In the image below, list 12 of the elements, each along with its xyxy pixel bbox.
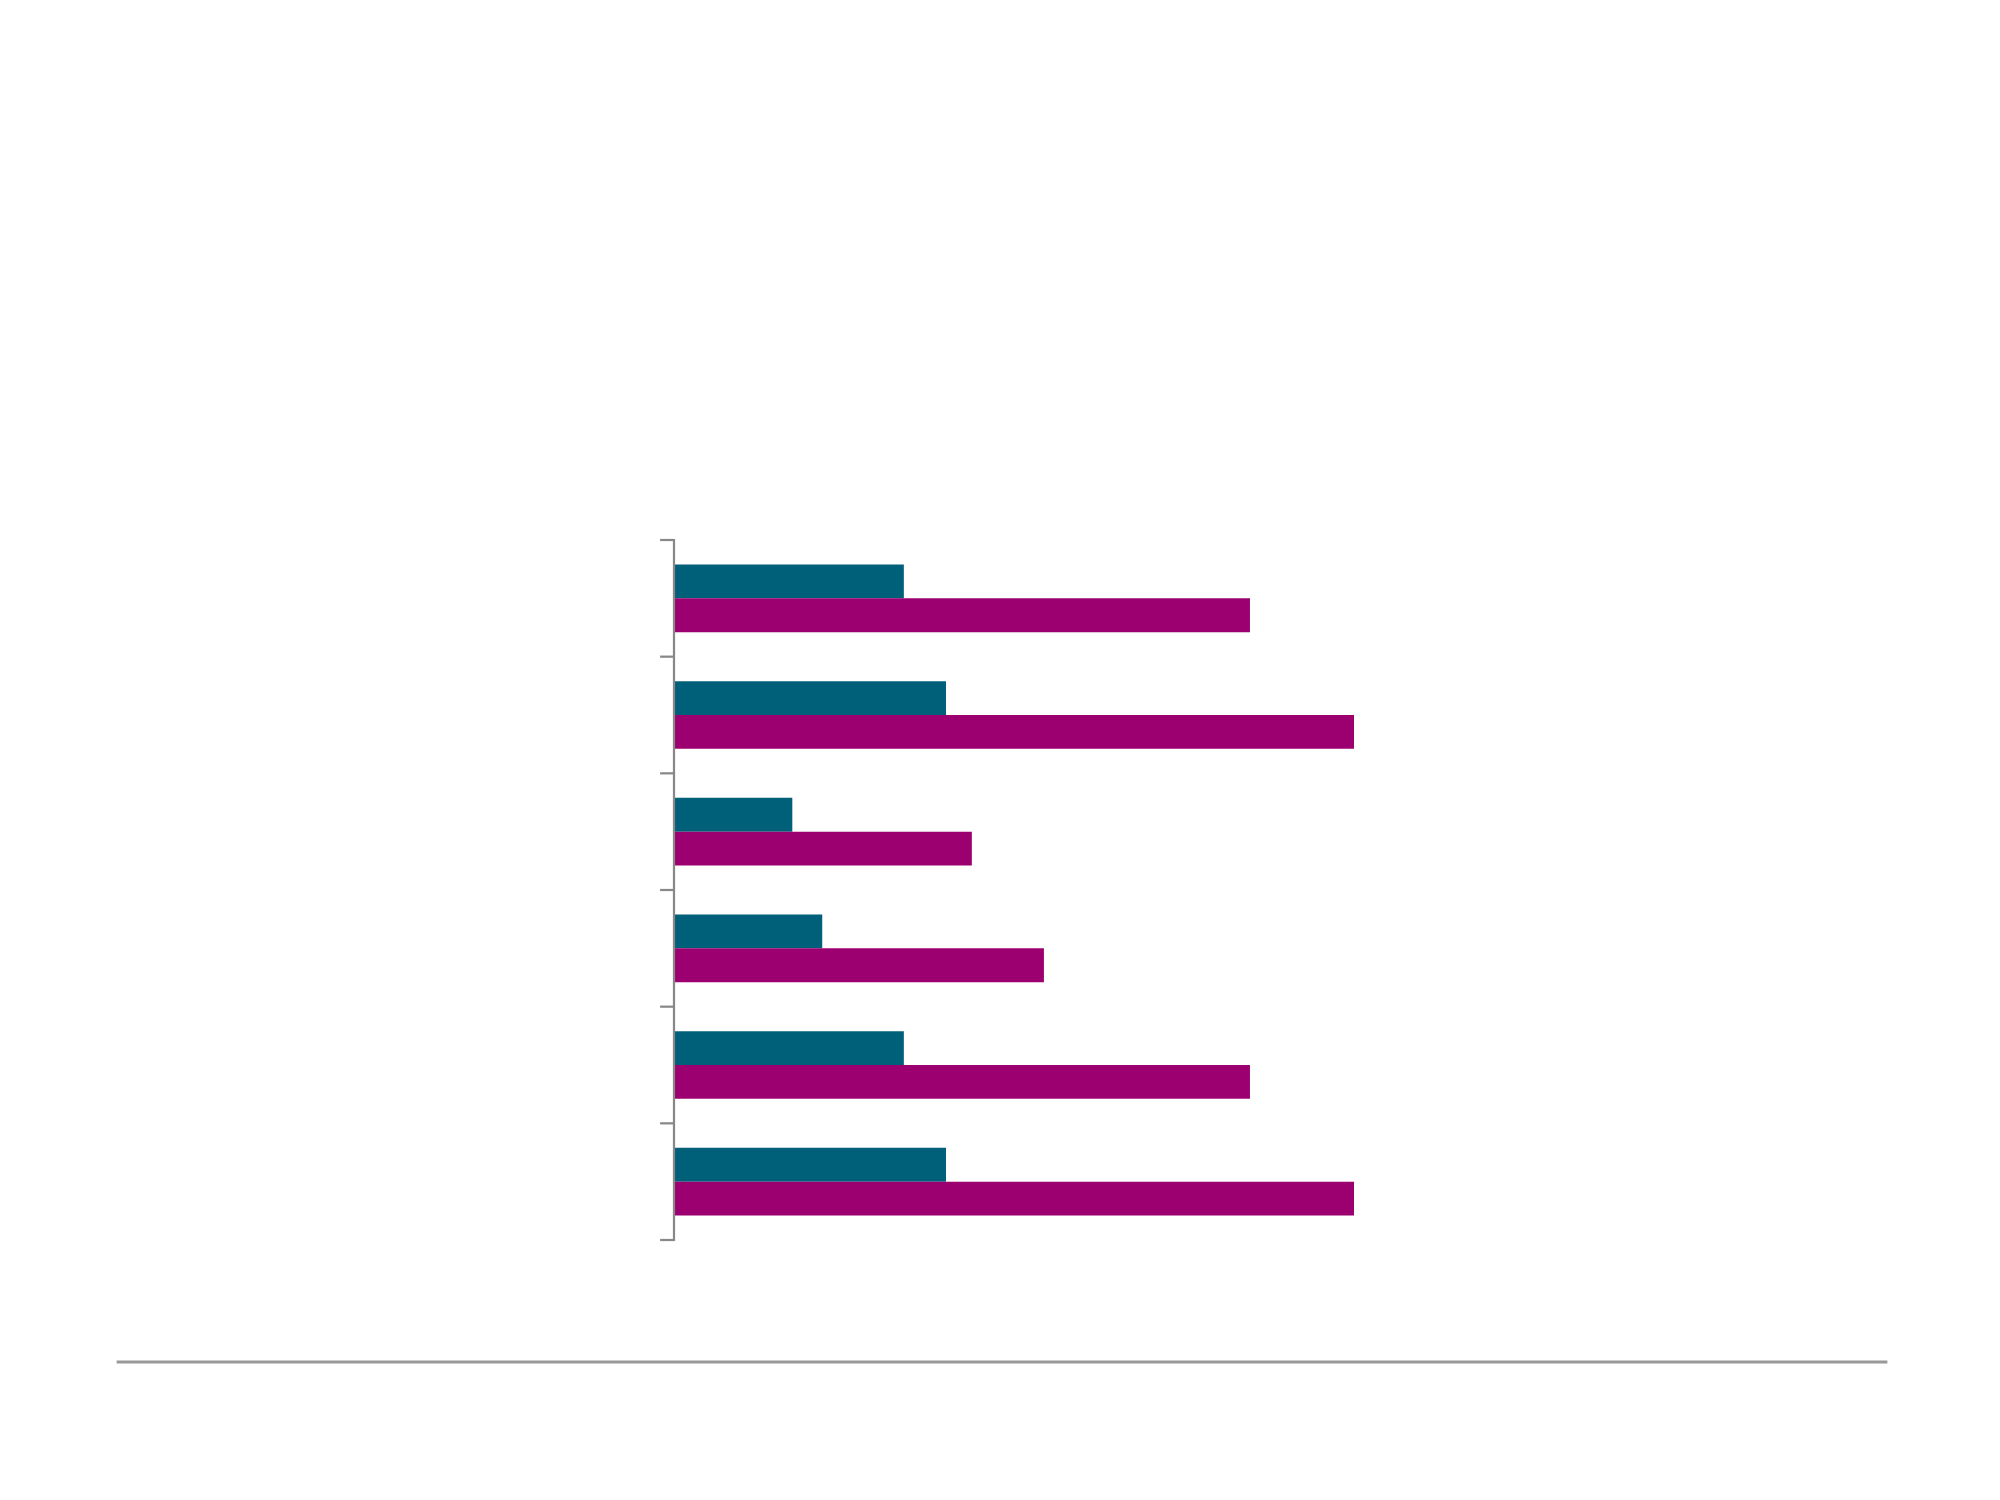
bar bbox=[674, 564, 904, 599]
bar bbox=[674, 1147, 946, 1182]
bar bbox=[674, 1031, 904, 1065]
bar bbox=[674, 914, 823, 949]
bar bbox=[674, 598, 1250, 633]
bar bbox=[674, 1181, 1354, 1216]
bar bbox=[674, 831, 972, 866]
bar bbox=[674, 797, 793, 832]
bar bbox=[674, 1065, 1250, 1099]
bar bbox=[674, 948, 1044, 983]
bar bbox=[674, 681, 946, 715]
bar bbox=[674, 715, 1354, 749]
